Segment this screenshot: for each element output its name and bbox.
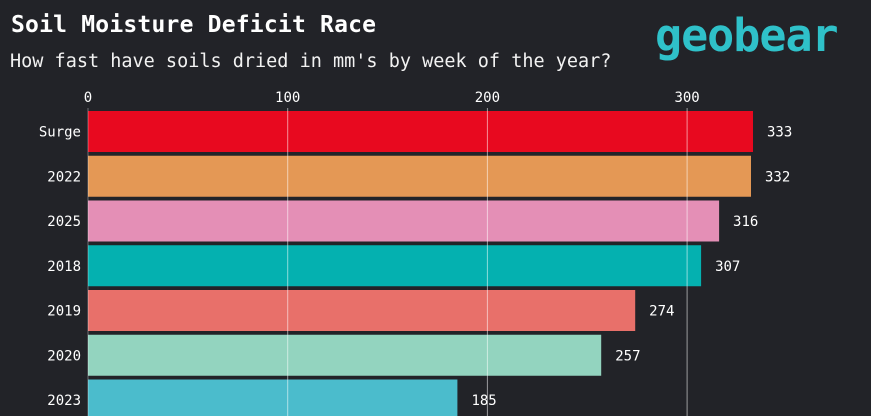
x-tick-label: 200: [475, 90, 500, 106]
bar-2023: [88, 379, 458, 416]
category-label: 2025: [47, 214, 81, 230]
bar-surge: [88, 111, 753, 152]
value-label: 274: [649, 304, 674, 320]
bar-2018: [88, 245, 702, 287]
category-label: 2019: [47, 304, 81, 320]
bar-2019: [88, 290, 636, 331]
category-label: 2020: [47, 348, 81, 364]
x-tick-label: 0: [84, 90, 92, 106]
value-label: 257: [615, 348, 640, 364]
value-label: 185: [471, 393, 496, 409]
chart-subtitle: How fast have soils dried in mm's by wee…: [10, 51, 612, 72]
x-tick-label: 300: [674, 90, 699, 106]
bar-2025: [88, 200, 720, 242]
value-label: 332: [765, 169, 790, 185]
category-label: Surge: [39, 125, 81, 141]
bar-2022: [88, 155, 751, 197]
category-label: 2022: [47, 169, 81, 185]
chart-title: Soil Moisture Deficit Race: [11, 12, 377, 38]
value-label: 333: [767, 125, 792, 141]
category-label: 2018: [47, 259, 81, 275]
value-label: 307: [715, 259, 740, 275]
category-label: 2023: [47, 393, 81, 409]
geobear-logo: geobear: [655, 9, 839, 62]
x-tick-label: 100: [275, 90, 300, 106]
bar-2020: [88, 334, 602, 376]
value-label: 316: [733, 214, 758, 230]
